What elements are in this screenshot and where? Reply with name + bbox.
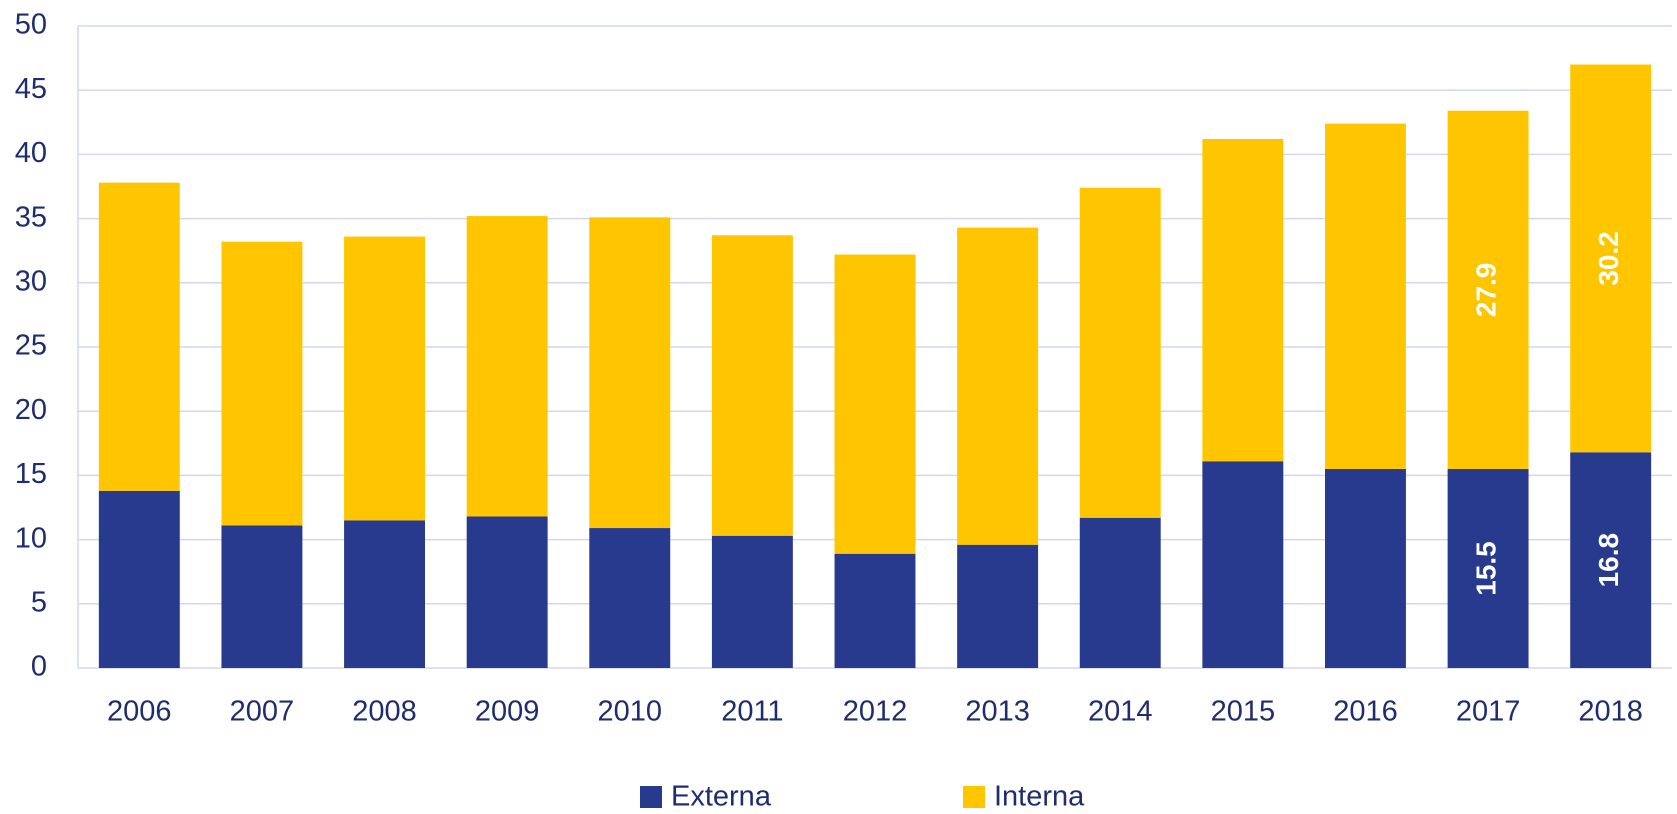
- y-tick-label: 15: [15, 458, 47, 490]
- bar-segment: [1202, 461, 1284, 668]
- value-label: 27.9: [1470, 263, 1501, 318]
- y-tick-label: 40: [15, 137, 47, 169]
- y-tick-label: 0: [31, 651, 47, 683]
- bar-segment: [466, 216, 548, 517]
- x-tick-label: 2017: [1456, 696, 1521, 728]
- legend-swatch: [963, 786, 985, 808]
- bar-segment: [589, 528, 671, 668]
- legend-label: Externa: [671, 781, 772, 813]
- bar-segment: [1447, 110, 1529, 469]
- bar-segment: [1324, 468, 1406, 668]
- y-tick-label: 35: [15, 201, 47, 233]
- x-tick-label: 2014: [1088, 696, 1153, 728]
- bar-segment: [711, 235, 793, 536]
- legend-label: Interna: [994, 781, 1085, 813]
- y-tick-label: 10: [15, 522, 47, 554]
- x-tick-label: 2006: [107, 696, 172, 728]
- bar-segment: [221, 241, 303, 526]
- bar-segment: [957, 227, 1039, 545]
- x-tick-label: 2008: [352, 696, 417, 728]
- x-tick-label: 2010: [598, 696, 663, 728]
- bar-segment: [834, 254, 916, 554]
- bar-segment: [711, 535, 793, 668]
- value-label: 15.5: [1470, 541, 1501, 596]
- y-tick-label: 45: [15, 73, 47, 105]
- bar-segment: [98, 182, 180, 491]
- y-tick-label: 25: [15, 330, 47, 362]
- bar-segment: [957, 544, 1039, 668]
- y-tick-label: 20: [15, 394, 47, 426]
- x-tick-label: 2016: [1333, 696, 1398, 728]
- bar-segment: [221, 525, 303, 668]
- bar-segment: [834, 553, 916, 668]
- bar-segment: [1079, 187, 1161, 518]
- x-tick-label: 2009: [475, 696, 540, 728]
- legend-swatch: [640, 786, 662, 808]
- x-tick-label: 2011: [721, 696, 783, 728]
- bar-segment: [1570, 452, 1652, 668]
- x-tick-label: 2012: [843, 696, 908, 728]
- y-tick-label: 30: [15, 265, 47, 297]
- y-tick-label: 5: [31, 586, 47, 618]
- bar-segment: [344, 236, 426, 521]
- bar-segment: [1447, 468, 1529, 668]
- x-tick-label: 2007: [230, 696, 295, 728]
- bar-segment: [1202, 138, 1284, 462]
- bar-segment: [1324, 123, 1406, 469]
- bar-segment: [466, 516, 548, 668]
- y-tick-label: 50: [15, 9, 47, 41]
- bar-segment: [344, 520, 426, 668]
- value-label: 30.2: [1593, 231, 1624, 286]
- value-label: 16.8: [1593, 533, 1624, 588]
- bar-segment: [589, 217, 671, 529]
- x-tick-label: 2013: [965, 696, 1030, 728]
- bar-segment: [1570, 64, 1652, 453]
- bar-segment: [1079, 517, 1161, 668]
- x-tick-label: 2018: [1578, 696, 1643, 728]
- bar-segment: [98, 490, 180, 668]
- x-tick-label: 2015: [1211, 696, 1276, 728]
